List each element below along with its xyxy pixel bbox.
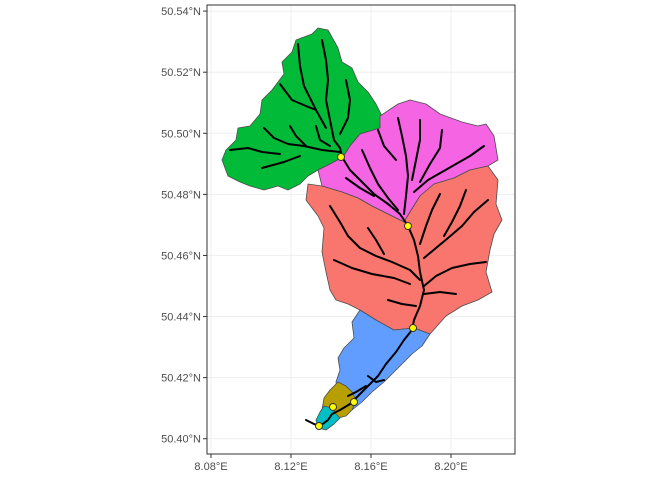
y-tick-label: 50.40°N [161,434,201,446]
river-tributary [347,385,367,397]
basin-green [221,27,383,191]
river-tributary [423,291,457,295]
river-tributary [279,83,317,111]
y-tick-label: 50.48°N [161,189,201,201]
sub-basins [221,27,503,431]
river-tributary [419,193,441,245]
panel-border [206,4,516,455]
gauge-point [315,422,323,430]
y-tick-label: 50.46°N [161,250,201,262]
gauge-point [404,222,412,230]
river-tributary [387,299,417,307]
basin-salmon [305,165,503,335]
river-tributary [345,177,375,197]
x-tick-label: 8.16°E [354,461,387,473]
river-tributary [229,147,281,155]
y-tick-label: 50.42°N [161,373,201,385]
river-tributary [339,79,351,135]
y-tick-label: 50.52°N [161,67,201,79]
river-tributary [423,261,487,287]
basin-blue [335,309,431,411]
y-tick-label: 50.50°N [161,128,201,140]
river-tributary [289,125,307,147]
river-tributary [423,199,489,259]
x-tick-label: 8.12°E [274,461,307,473]
river-tributary [321,39,341,149]
river-tributary [329,205,421,281]
x-axis: 8.08°E 8.12°E 8.16°E 8.20°E [194,454,468,473]
gauge-point [337,153,345,161]
river-tributary [315,125,331,147]
river-tributary [411,119,421,181]
river-tributary [263,127,341,153]
y-tick-label: 50.54°N [161,6,201,18]
x-tick-label: 8.20°E [434,461,467,473]
gauge-point [409,324,417,332]
river-tributary [367,375,385,383]
river-tributary [443,189,467,237]
gauge-point [329,403,337,411]
river-tributary [419,129,443,183]
river-tributary [413,145,485,193]
river-tributary [397,117,409,215]
river-tributary [367,227,385,255]
river-tributary [377,129,397,161]
river-tributary [297,43,327,129]
y-tick-label: 50.44°N [161,312,201,324]
river-tributary [333,259,411,285]
gauge-points [315,153,417,430]
river-tributary [261,155,301,169]
y-axis: 50.40°N 50.42°N 50.44°N 50.46°N 50.48°N 50.50… [161,6,207,446]
x-tick-label: 8.08°E [194,461,227,473]
gauge-point [350,398,358,406]
river-tributary [361,149,399,211]
